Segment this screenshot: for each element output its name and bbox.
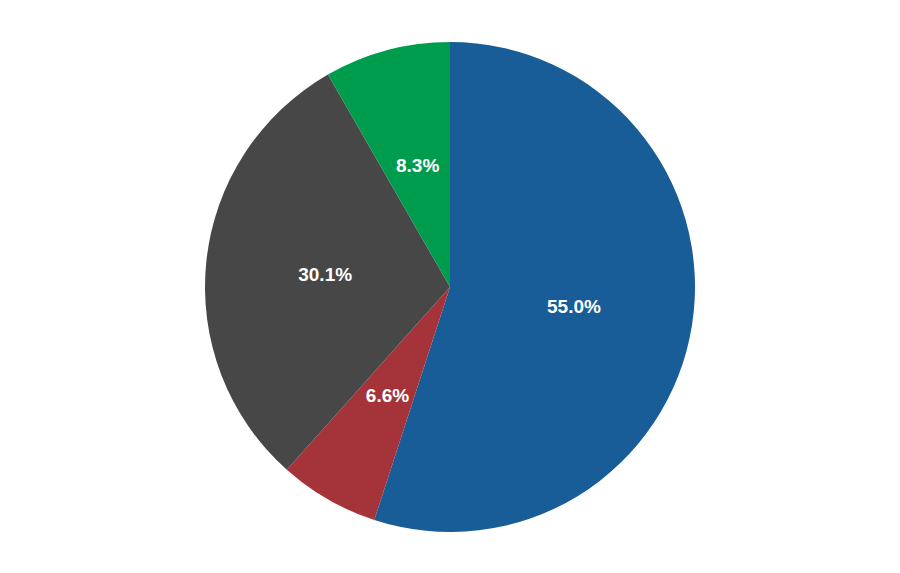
svg-text:6.6%: 6.6% [366,385,409,406]
svg-text:30.1%: 30.1% [298,264,352,285]
svg-text:55.0%: 55.0% [547,296,601,317]
svg-text:8.3%: 8.3% [396,155,439,176]
